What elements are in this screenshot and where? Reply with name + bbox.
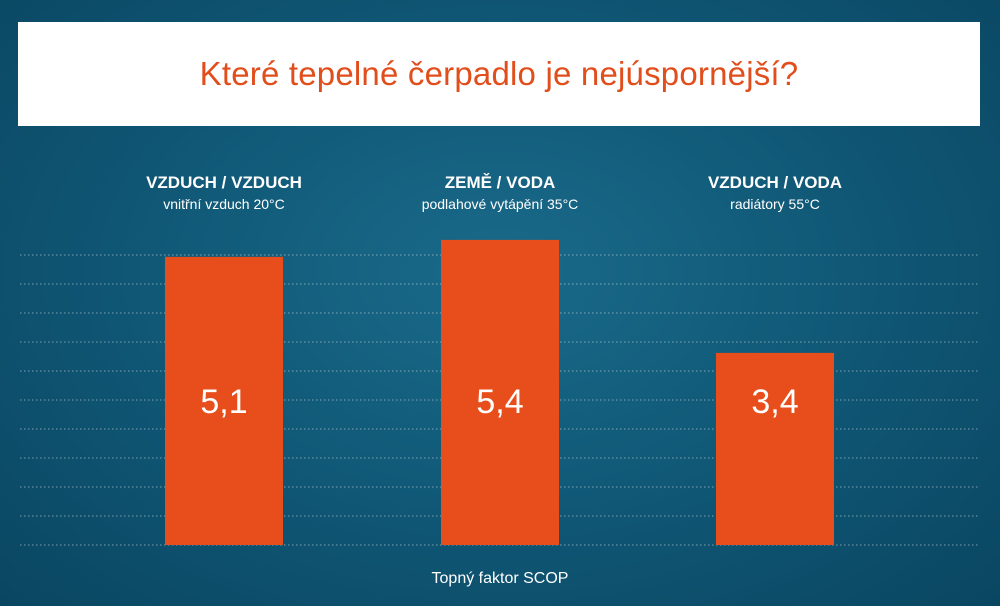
bars-group: 5,1 5,4 3,4 [165, 239, 834, 545]
category-name: ZEMĚ / VODA [445, 173, 556, 192]
chart-title: Které tepelné čerpadlo je nejúspornější? [199, 55, 799, 92]
category-subtitle: radiátory 55°C [730, 196, 820, 212]
bar [165, 256, 283, 545]
bar [441, 239, 559, 545]
x-axis-label: Topný faktor SCOP [432, 570, 569, 587]
category-subtitle: podlahové vytápění 35°C [422, 196, 579, 212]
title-box: Které tepelné čerpadlo je nejúspornější? [18, 22, 980, 126]
bar-value-label: 3,4 [751, 383, 798, 421]
bar [716, 352, 834, 545]
bar-value-label: 5,1 [200, 383, 247, 421]
category-labels: VZDUCH / VZDUCH vnitřní vzduch 20°C ZEMĚ /… [146, 173, 842, 212]
category-subtitle: vnitřní vzduch 20°C [163, 196, 285, 212]
category-name: VZDUCH / VZDUCH [146, 173, 302, 192]
bar-value-label: 5,4 [476, 383, 523, 421]
category-name: VZDUCH / VODA [708, 173, 842, 192]
